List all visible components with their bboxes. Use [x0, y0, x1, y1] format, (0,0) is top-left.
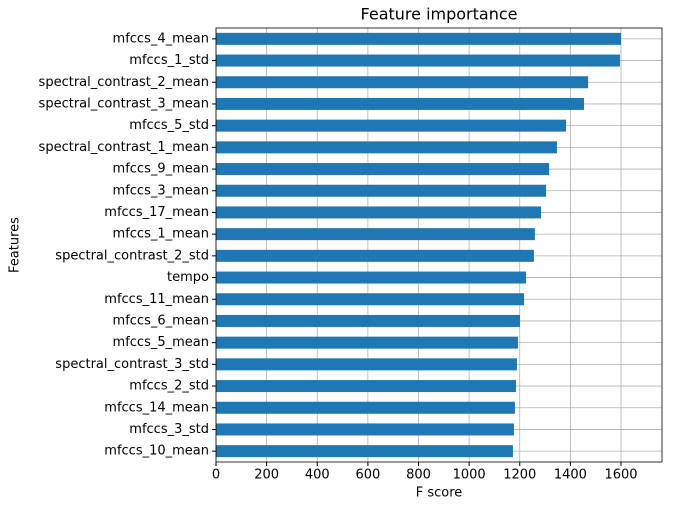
bar: [216, 423, 514, 436]
y-tick-label: mfccs_2_std: [129, 379, 209, 394]
x-tick-label: 1400: [554, 468, 587, 483]
plot-frame: [215, 27, 663, 463]
bar: [216, 119, 567, 132]
bar: [216, 97, 585, 110]
y-tick-label: mfccs_1_mean: [113, 227, 209, 242]
bar: [216, 228, 535, 241]
y-axis-label: Features: [8, 217, 23, 273]
bar: [216, 32, 621, 45]
bar: [216, 76, 589, 89]
y-tick-label: mfccs_14_mean: [104, 400, 209, 415]
x-axis-label: F score: [416, 486, 463, 501]
y-tick-label: spectral_contrast_2_std: [55, 248, 209, 263]
bar: [216, 141, 557, 154]
bar: [216, 358, 517, 371]
y-tick-label: mfccs_17_mean: [104, 205, 209, 220]
x-tick-label: 200: [254, 468, 279, 483]
x-tick-label: 600: [355, 468, 380, 483]
y-tick-label: mfccs_1_std: [129, 53, 209, 68]
chart-title: Feature importance: [361, 5, 518, 24]
bar: [216, 271, 527, 284]
bar: [216, 54, 620, 67]
x-tick-label: 1600: [604, 468, 637, 483]
y-tick-label: spectral_contrast_2_mean: [39, 75, 209, 90]
y-tick-label: mfccs_3_std: [129, 422, 209, 437]
bar: [216, 163, 550, 176]
x-tick-label: 1200: [503, 468, 536, 483]
x-tick-label: 400: [305, 468, 330, 483]
bar: [216, 336, 518, 349]
bar: [216, 184, 547, 197]
x-tick-label: 0: [212, 468, 220, 483]
bar: [216, 401, 515, 414]
y-tick-label: spectral_contrast_3_std: [55, 357, 209, 372]
y-tick-label: mfccs_5_std: [129, 118, 209, 133]
y-tick-label: mfccs_11_mean: [104, 292, 209, 307]
y-tick-label: mfccs_10_mean: [104, 444, 209, 459]
y-tick-label: mfccs_3_mean: [113, 183, 209, 198]
x-tick-label: 1000: [453, 468, 486, 483]
bar: [216, 249, 534, 262]
y-tick-label: mfccs_5_mean: [113, 335, 209, 350]
y-tick-label: tempo: [167, 270, 209, 285]
y-tick-label: mfccs_9_mean: [113, 162, 209, 177]
bar: [216, 380, 516, 393]
bar: [216, 314, 520, 327]
y-tick-label: mfccs_4_mean: [113, 31, 209, 46]
y-tick-label: spectral_contrast_1_mean: [39, 140, 209, 155]
bar: [216, 206, 542, 219]
y-tick-label: spectral_contrast_3_mean: [39, 96, 209, 111]
y-tick-label: mfccs_6_mean: [113, 313, 209, 328]
bar: [216, 445, 513, 458]
x-tick-label: 800: [406, 468, 431, 483]
bar: [216, 293, 525, 306]
